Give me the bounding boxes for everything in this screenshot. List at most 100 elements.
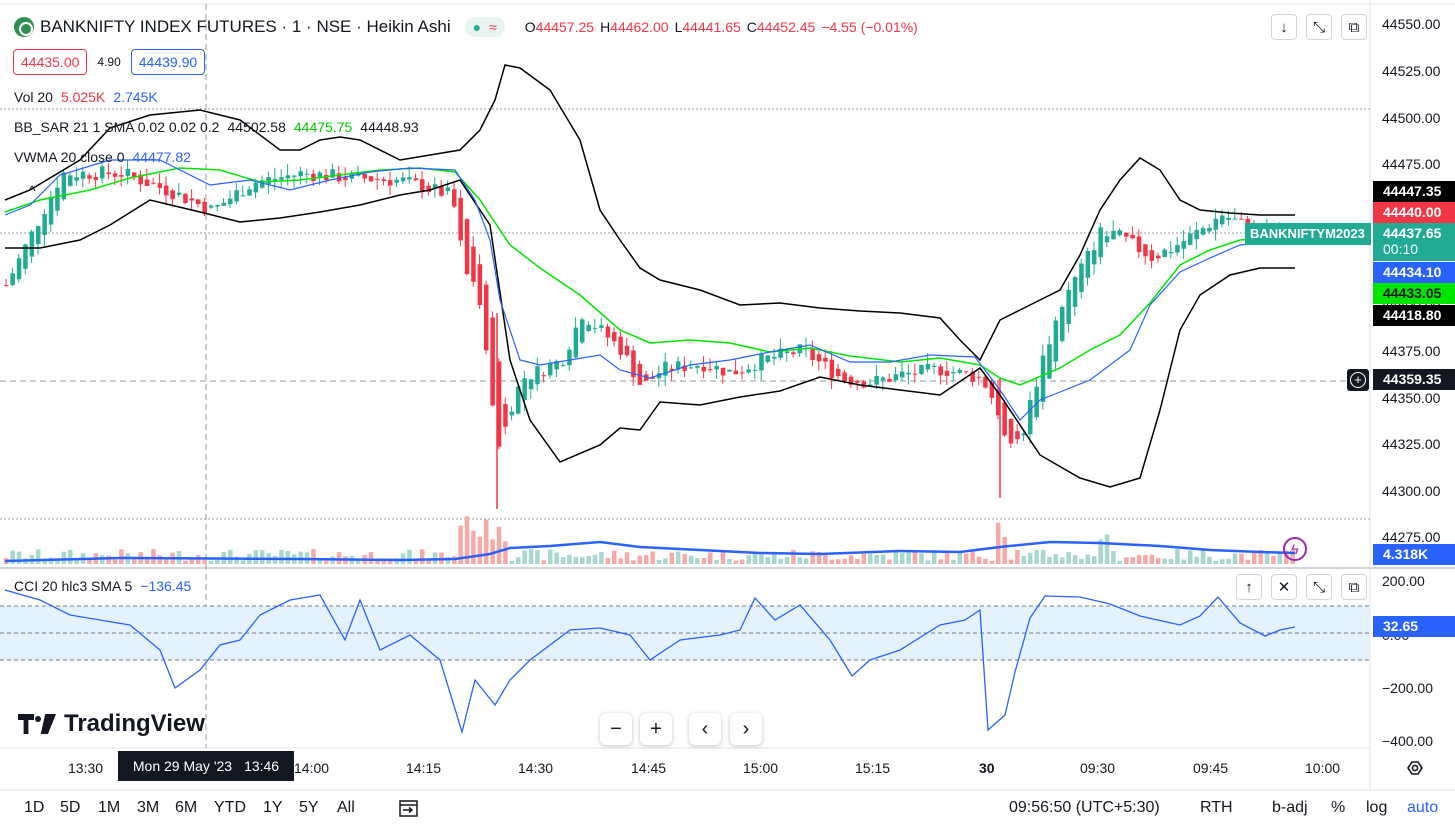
collapse-legend-chevron-up-icon[interactable]: ^: [28, 182, 36, 200]
log-scale-button[interactable]: log: [1366, 799, 1388, 816]
volume-bar: [708, 552, 713, 564]
indicator-vwma[interactable]: VWMA 20 close 0 44477.82: [14, 149, 191, 165]
close-icon[interactable]: ✕: [1271, 574, 1297, 600]
candle-body: [900, 371, 905, 378]
candle-body: [61, 172, 67, 200]
candle-body: [400, 177, 406, 182]
volume-bar: [842, 559, 847, 564]
volume-bar: [157, 555, 163, 564]
vwma-line: [4, 159, 1296, 421]
price-tick: 44325.00: [1382, 436, 1441, 452]
volume-bar: [560, 557, 566, 564]
gear-icon[interactable]: [1405, 758, 1425, 778]
volume-bar: [669, 552, 675, 564]
indicator-name: VWMA 20 close 0: [14, 149, 125, 165]
candle-body: [490, 317, 495, 406]
volume-bar: [189, 559, 195, 564]
candle-body: [516, 386, 521, 414]
market-status-pill[interactable]: ● ≈: [464, 17, 505, 37]
volume-bar: [695, 558, 700, 564]
range-1m-button[interactable]: 1M: [98, 799, 121, 816]
volume-bar: [676, 551, 681, 564]
lightning-icon[interactable]: ϟ: [1283, 537, 1307, 561]
indicator-bb-sar[interactable]: BB_SAR 21 1 SMA 0.02 0.02 0.2 44502.58 4…: [14, 119, 419, 135]
restore-icon[interactable]: ⧉: [1341, 574, 1367, 600]
indicator-value: 44477.82: [132, 149, 191, 165]
candle-body: [624, 345, 630, 356]
arrow-down-icon[interactable]: ↓: [1271, 14, 1297, 40]
maximize-icon[interactable]: ⤡: [1306, 14, 1332, 40]
volume-bar: [624, 552, 630, 564]
tradingview-logo[interactable]: TradingView: [18, 710, 205, 738]
candle-body: [925, 364, 931, 370]
arrow-up-icon[interactable]: ↑: [1236, 574, 1262, 600]
volume-bar: [759, 553, 764, 564]
candle-body: [1149, 250, 1155, 261]
volume-bar: [55, 558, 60, 564]
range-all-button[interactable]: All: [337, 799, 355, 816]
time-tick: 14:30: [518, 760, 554, 776]
candle-body: [292, 175, 297, 177]
scroll-left-button[interactable]: ‹: [689, 713, 721, 745]
plus-circle-icon[interactable]: +: [1347, 369, 1369, 391]
session-button[interactable]: RTH: [1200, 799, 1233, 816]
volume-bar: [1258, 549, 1263, 564]
candle-body: [1168, 251, 1174, 254]
candle-body: [183, 193, 188, 203]
range-5y-button[interactable]: 5Y: [299, 799, 319, 816]
volume-bar: [810, 551, 815, 564]
price-tick: 44350.00: [1382, 390, 1441, 406]
volume-bar: [964, 553, 969, 564]
volume-bar: [1002, 536, 1007, 564]
volume-bar: [816, 551, 822, 564]
symbol-title[interactable]: BANKNIFTY INDEX FUTURES · 1 · NSE · Heik…: [40, 17, 451, 36]
candle-body: [151, 182, 156, 184]
volume-ma-tag: 4.318K: [1373, 544, 1455, 565]
clock-timezone[interactable]: 09:56:50 (UTC+5:30): [1009, 799, 1160, 816]
candle-body: [746, 369, 751, 373]
buy-button[interactable]: 44439.90: [130, 49, 206, 75]
maximize-icon[interactable]: ⤡: [1306, 574, 1332, 600]
range-1d-button[interactable]: 1D: [24, 799, 45, 816]
range-1y-button[interactable]: 1Y: [263, 799, 283, 816]
volume-bar: [1277, 551, 1283, 564]
candle-body: [298, 171, 303, 177]
range-ytd-button[interactable]: YTD: [214, 799, 246, 816]
volume-bar: [1143, 555, 1148, 564]
candle-body: [125, 168, 131, 176]
restore-icon[interactable]: ⧉: [1341, 14, 1367, 40]
volume-bar: [458, 525, 463, 564]
zoom-in-button[interactable]: +: [640, 713, 672, 745]
candle-body: [938, 366, 943, 376]
range-5d-button[interactable]: 5D: [60, 799, 81, 816]
indicator-vol[interactable]: Vol 20 5.025K 2.745K: [14, 89, 158, 105]
candle-body: [1200, 228, 1206, 235]
range-6m-button[interactable]: 6M: [175, 799, 198, 816]
candle-body: [452, 189, 457, 207]
sell-button[interactable]: 44435.00: [13, 49, 88, 75]
zoom-out-button[interactable]: −: [600, 713, 632, 745]
percent-scale-button[interactable]: %: [1331, 799, 1346, 816]
adjustment-button[interactable]: b-adj: [1272, 799, 1308, 816]
price-tick: 44500.00: [1382, 110, 1441, 126]
calendar-range-icon[interactable]: [398, 798, 420, 818]
volume-bar: [503, 541, 508, 564]
volume-bar: [285, 551, 291, 564]
range-3m-button[interactable]: 3M: [137, 799, 160, 816]
scroll-right-button[interactable]: ›: [730, 713, 762, 745]
candle-body: [823, 357, 828, 362]
candle-body: [247, 189, 252, 196]
volume-bar: [87, 559, 92, 564]
candle-body: [1220, 215, 1225, 225]
volume-bar: [1162, 558, 1167, 564]
cci-tick: 200.00: [1382, 573, 1425, 589]
volume-bar: [74, 558, 79, 564]
low-label: L: [674, 19, 683, 35]
candle-body: [23, 244, 28, 269]
candle-body: [906, 372, 911, 375]
auto-scale-button[interactable]: auto: [1407, 799, 1439, 816]
candle-body: [1124, 232, 1129, 237]
indicator-cci[interactable]: CCI 20 hlc3 SMA 5 −136.45: [14, 578, 191, 594]
candle-body: [36, 226, 41, 245]
